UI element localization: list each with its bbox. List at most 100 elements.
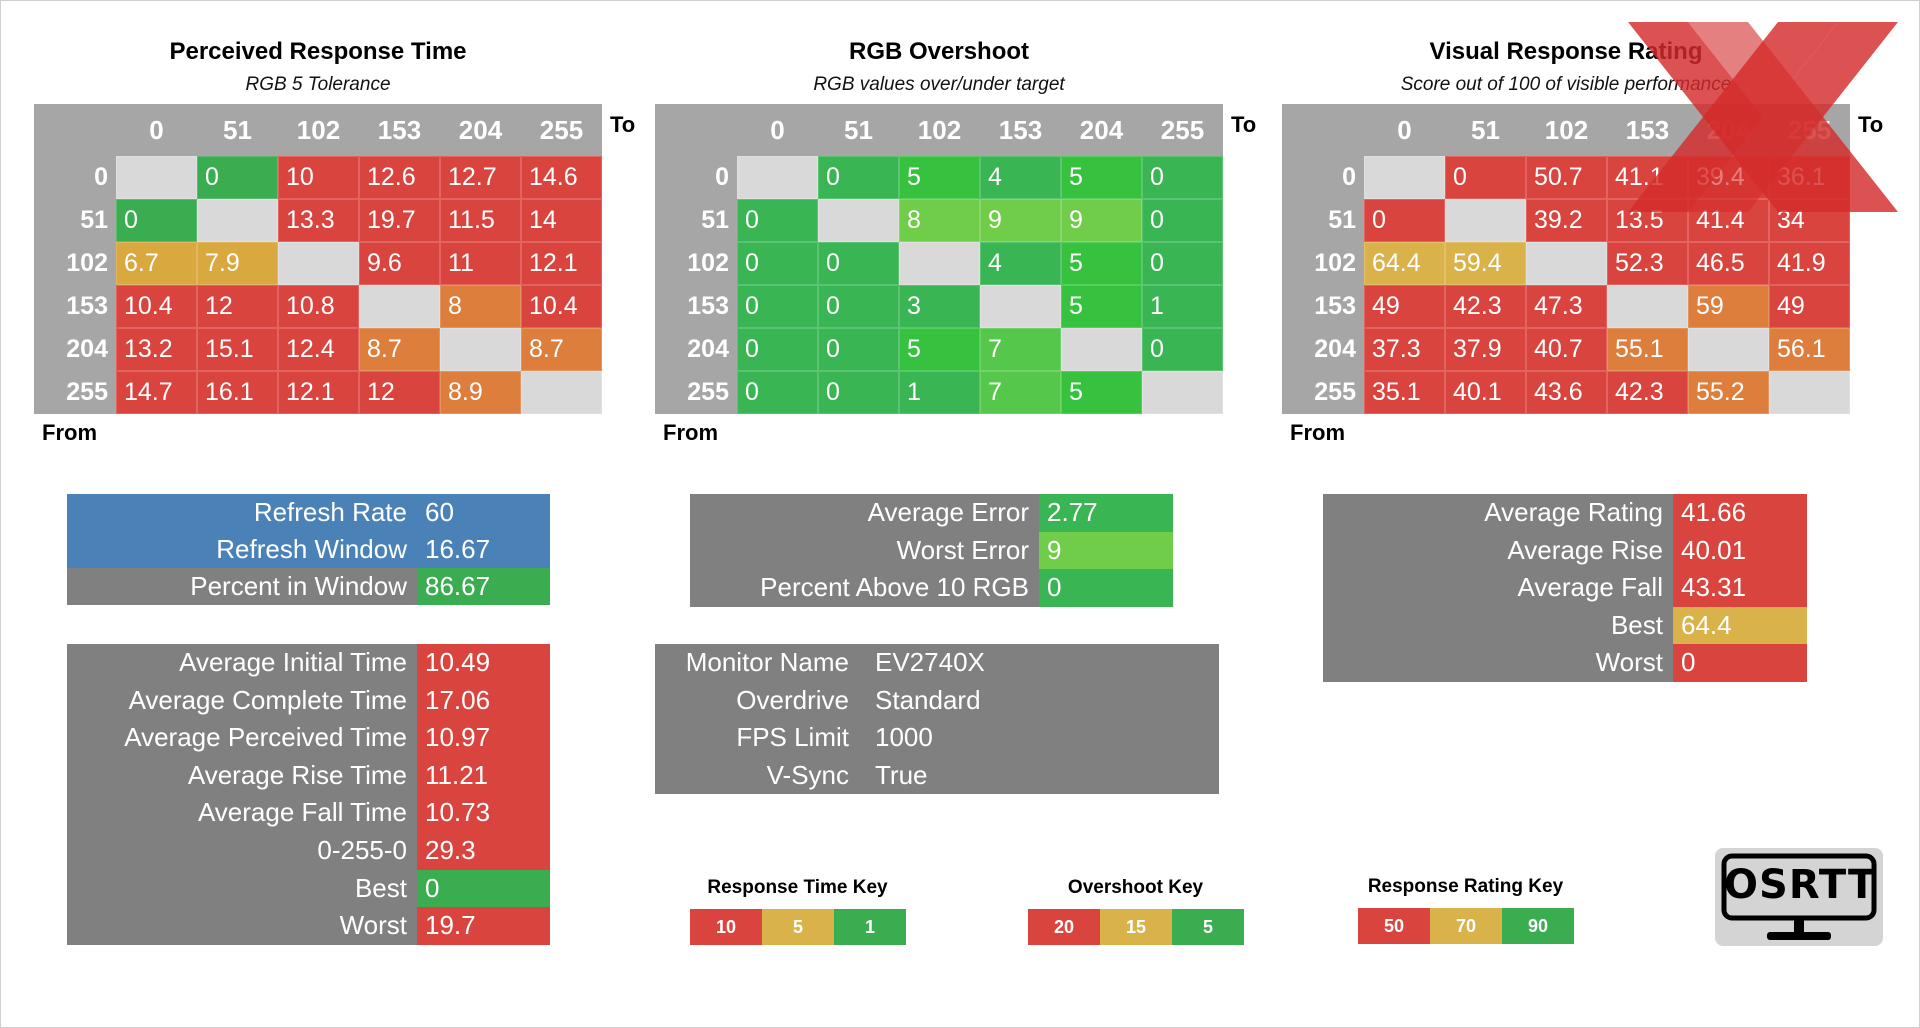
heatmap-cell: 0 xyxy=(1142,242,1223,285)
panel-row-label: Average Complete Time xyxy=(128,684,407,715)
panel-row: Percent Above 10 RGB 0 xyxy=(690,569,1173,607)
panel-row-value: 0 xyxy=(1673,644,1807,682)
heatmap-cell: 11.5 xyxy=(440,199,521,242)
matrix-subtitle: Score out of 100 of visible performance xyxy=(1400,74,1732,95)
heatmap-cell: 13.2 xyxy=(116,328,197,371)
column-header: 153 xyxy=(377,115,422,145)
heatmap-cell: 0 xyxy=(1142,156,1223,199)
column-header: 51 xyxy=(844,115,873,145)
heatmap-cell: 12.7 xyxy=(440,156,521,199)
heatmap-cell: 43.6 xyxy=(1526,371,1607,414)
heatmap-cell: 0 xyxy=(818,371,899,414)
row-header: 0 xyxy=(94,163,108,191)
panel-row: Average Rise Time 11.21 xyxy=(67,756,550,795)
heatmap-cell: 49 xyxy=(1364,285,1445,328)
heatmap-cell xyxy=(737,156,818,199)
heatmap-cell: 11 xyxy=(440,242,521,285)
panel-row-value: 40.01 xyxy=(1673,531,1807,570)
panel-row-value: 10.97 xyxy=(417,719,550,757)
panel-row-value: 1000 xyxy=(875,722,933,753)
logo-text: OSRTT xyxy=(1724,862,1877,908)
heatmap-cell: 3 xyxy=(899,285,980,328)
panel-row-value: 16.67 xyxy=(417,531,550,568)
heatmap-cell: 8 xyxy=(899,199,980,242)
heatmap-cell: 8.9 xyxy=(440,371,521,414)
heatmap-cell xyxy=(521,371,602,414)
panel-row-value: 10.73 xyxy=(417,794,550,832)
panel-row-value: Standard xyxy=(875,684,981,715)
panel-row: Percent in Window 86.67 xyxy=(67,568,550,605)
column-header: 153 xyxy=(1625,115,1670,145)
heatmap-cell xyxy=(980,285,1061,328)
column-header: 0 xyxy=(770,115,785,145)
key-swatch: 10 xyxy=(690,909,762,945)
key-swatch: 90 xyxy=(1502,908,1574,944)
row-header: 255 xyxy=(1314,378,1356,406)
heatmap-cell: 40.1 xyxy=(1445,371,1526,414)
row-header: 51 xyxy=(701,206,729,234)
panel-row: Average Fall 43.31 xyxy=(1323,569,1807,607)
column-header: 102 xyxy=(1544,115,1589,145)
heatmap-cell: 0 xyxy=(818,328,899,371)
heatmap-cell: 0 xyxy=(116,199,197,242)
heatmap-cell: 9 xyxy=(980,199,1061,242)
row-header: 204 xyxy=(66,335,108,363)
panel-row: Average Initial Time 10.49 xyxy=(67,644,550,682)
heatmap-cell xyxy=(1142,371,1223,414)
key-title: Response Time Key xyxy=(707,877,888,898)
from-label: From xyxy=(1290,420,1345,445)
heatmap-cell xyxy=(359,285,440,328)
heatmap-cell: 55.1 xyxy=(1607,328,1688,371)
panel-row-value: 41.66 xyxy=(1673,494,1807,532)
heatmap-cell: 16.1 xyxy=(197,371,278,414)
panel-row-value: True xyxy=(875,759,928,790)
panel-row-label: Average Fall xyxy=(1517,572,1664,603)
key-title: Response Rating Key xyxy=(1367,876,1564,897)
heatmap-cell: 6.7 xyxy=(116,242,197,285)
heatmap-cell: 0 xyxy=(737,242,818,285)
panel-row-label: FPS Limit xyxy=(736,722,849,753)
panel-row-value: 10.49 xyxy=(417,644,550,682)
heatmap-cell xyxy=(278,242,359,285)
heatmap-cell xyxy=(116,156,197,199)
heatmap-cell: 59.4 xyxy=(1445,242,1526,285)
panel-row-label: Percent Above 10 RGB xyxy=(760,572,1029,602)
heatmap-cell: 13.3 xyxy=(278,199,359,242)
heatmap-cell: 5 xyxy=(1061,242,1142,285)
heatmap-cell: 41.9 xyxy=(1769,242,1850,285)
heatmap-cell: 1 xyxy=(899,371,980,414)
key-swatch: 15 xyxy=(1100,909,1172,945)
panel-row-label: Overdrive xyxy=(736,684,849,715)
column-header: 51 xyxy=(223,115,252,145)
heatmap-cell: 0 xyxy=(1364,199,1445,242)
heatmap-cell: 10.8 xyxy=(278,285,359,328)
key-swatch: 20 xyxy=(1028,909,1100,945)
panel-row-label: Average Fall Time xyxy=(197,797,407,828)
heatmap-cell: 49 xyxy=(1769,285,1850,328)
heatmap-cell: 64.4 xyxy=(1364,242,1445,285)
heatmap-cell: 10.4 xyxy=(521,285,602,328)
heatmap-cell: 5 xyxy=(1061,285,1142,328)
panel-row-value: 9 xyxy=(1039,531,1173,569)
row-header: 153 xyxy=(66,292,108,320)
row-header: 51 xyxy=(80,206,108,234)
heatmap-cell: 10 xyxy=(278,156,359,199)
watermark-x-logo xyxy=(1628,22,1898,212)
panel-row-value: EV2740X xyxy=(875,647,985,677)
row-header: 204 xyxy=(1314,335,1356,363)
column-header: 102 xyxy=(296,115,341,145)
heatmap-cell: 4 xyxy=(980,156,1061,199)
heatmap-cell: 0 xyxy=(737,199,818,242)
time-stats-panel: Average Initial Time 10.49 Average Complet… xyxy=(67,644,550,945)
heatmap-cell: 12.1 xyxy=(278,371,359,414)
panel-row-label: Percent in Window xyxy=(190,571,407,601)
column-header: 102 xyxy=(917,115,962,145)
heatmap-cell: 14 xyxy=(521,199,602,242)
row-header: 102 xyxy=(687,249,729,277)
heatmap-cell: 12 xyxy=(197,285,278,328)
panel-row: Average Rise 40.01 xyxy=(1323,531,1807,570)
column-header: 0 xyxy=(1397,115,1412,145)
heatmap-cell: 0 xyxy=(197,156,278,199)
heatmap-cell: 0 xyxy=(737,371,818,414)
heatmap-grid: 0 51 102 153 204 255 0 0 10 12.6 12.7 14.6 51 0 13.3 19… xyxy=(34,104,602,414)
